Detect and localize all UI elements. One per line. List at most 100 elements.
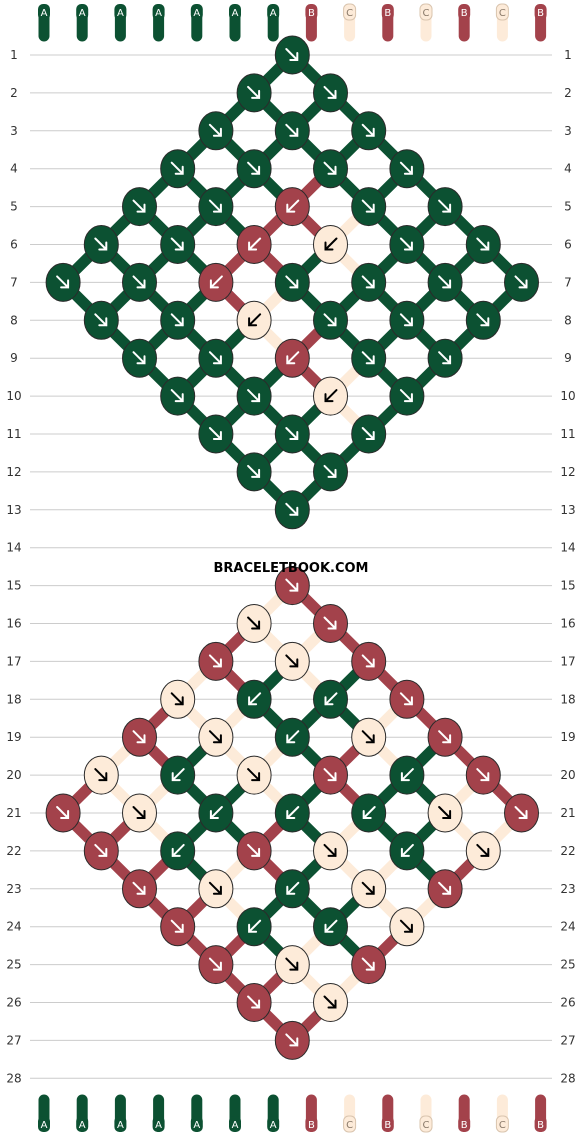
arrow-down-right-icon <box>132 730 146 744</box>
arrow-down-right-icon <box>247 616 261 630</box>
knot <box>122 869 157 909</box>
arrow-down-right-icon <box>285 427 299 440</box>
arrow-down-right-icon <box>132 806 146 819</box>
string-letter-top: A <box>117 8 124 19</box>
arrow-down-right-icon <box>476 768 490 782</box>
row-label-right: 23 <box>560 882 575 896</box>
knot <box>274 414 310 454</box>
row-label-left: 1 <box>10 48 18 62</box>
arrow-down-right-icon <box>94 237 108 251</box>
knot <box>351 414 387 454</box>
arrow-down-right-icon <box>438 275 452 289</box>
arrow-down-left-icon <box>324 389 338 403</box>
knot <box>160 679 196 719</box>
knot <box>274 187 310 227</box>
arrow-down-left-icon <box>286 351 300 365</box>
string-letter-bottom: A <box>270 1120 277 1131</box>
arrow-down-right-icon <box>399 919 413 933</box>
string-end-bottom <box>534 1116 547 1132</box>
arrow-down-right-icon <box>208 654 222 668</box>
row-label-right: 28 <box>560 1071 575 1085</box>
string-end-bottom <box>495 1115 509 1133</box>
arrow-down-right-icon <box>323 161 337 175</box>
knot <box>236 73 272 113</box>
string-letter-bottom: C <box>423 1120 430 1131</box>
knot <box>83 831 119 871</box>
arrow-down-right-icon <box>476 313 490 327</box>
row-label-right: 13 <box>560 503 575 517</box>
arrow-down-right-icon <box>285 578 299 592</box>
knot <box>83 225 119 264</box>
knot <box>427 793 463 833</box>
arrow-down-left-icon <box>324 919 338 933</box>
arrow-down-left-icon <box>171 768 185 782</box>
row-label-right: 20 <box>560 768 575 782</box>
knot <box>389 831 425 871</box>
arrow-down-left-icon <box>286 730 300 744</box>
knot <box>45 793 81 833</box>
arrow-down-right-icon <box>208 123 222 137</box>
row-label-left: 27 <box>6 1033 21 1047</box>
knot <box>198 414 234 454</box>
string-letter-top: C <box>423 8 430 19</box>
arrow-down-right-icon <box>132 881 146 895</box>
row-label-left: 14 <box>6 541 21 555</box>
row-label-right: 6 <box>564 238 572 252</box>
knot <box>274 490 310 530</box>
arrow-down-right-icon <box>170 313 184 327</box>
row-label-right: 18 <box>560 692 575 706</box>
knot <box>160 831 196 871</box>
arrow-down-right-icon <box>208 427 222 440</box>
knot <box>313 225 348 264</box>
arrow-down-right-icon <box>94 313 108 327</box>
string-letter-bottom: B <box>384 1120 391 1131</box>
knot <box>122 338 157 378</box>
knot <box>351 869 387 909</box>
row-label-left: 15 <box>6 579 21 593</box>
arrow-down-right-icon <box>438 881 452 895</box>
knot <box>504 793 539 833</box>
knot <box>313 679 348 719</box>
knot <box>236 907 272 947</box>
string-letter-bottom: A <box>117 1120 124 1131</box>
knot <box>236 452 272 492</box>
knot <box>313 604 348 643</box>
string-end-bottom <box>343 1115 357 1133</box>
arrow-down-right-icon <box>170 161 184 175</box>
knot <box>274 717 310 757</box>
knot <box>504 262 539 302</box>
knot <box>351 717 387 757</box>
arrow-down-right-icon <box>285 1033 299 1047</box>
arrow-down-right-icon <box>285 275 299 289</box>
arrow-down-right-icon <box>94 768 108 782</box>
arrow-down-right-icon <box>361 275 375 289</box>
string-letter-bottom: C <box>346 1120 353 1131</box>
arrow-down-right-icon <box>323 768 337 782</box>
arrow-down-right-icon <box>438 806 452 819</box>
arrow-down-right-icon <box>247 85 261 99</box>
arrow-down-right-icon <box>56 806 70 819</box>
knot <box>351 187 387 227</box>
string-letter-top: B <box>384 8 391 19</box>
arrow-down-right-icon <box>94 843 108 857</box>
arrow-down-left-icon <box>362 806 376 819</box>
string-letter-top: C <box>499 8 506 19</box>
row-label-left: 9 <box>10 351 18 365</box>
arrow-down-left-icon <box>324 237 338 251</box>
knot <box>236 149 272 189</box>
string-end-top <box>76 4 89 20</box>
string-end-top <box>38 4 50 20</box>
arrow-down-right-icon <box>285 502 299 516</box>
knot <box>160 376 196 416</box>
knot <box>351 945 387 985</box>
string-end-bottom <box>381 1116 394 1132</box>
row-label-right: 22 <box>560 844 575 858</box>
row-label-left: 22 <box>6 844 21 858</box>
arrow-down-right-icon <box>132 199 146 213</box>
knot <box>274 566 310 606</box>
arrow-down-left-icon <box>286 199 300 213</box>
row-labels-left: 1234567891011121314151617181920212223242… <box>6 48 21 1085</box>
string-letter-top: A <box>155 8 162 19</box>
